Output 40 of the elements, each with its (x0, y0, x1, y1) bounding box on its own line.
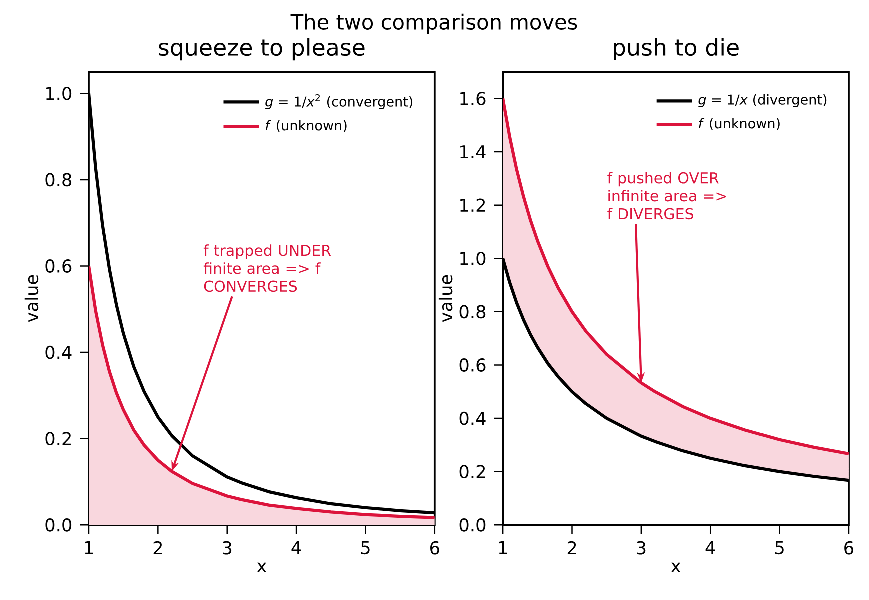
x-tick-label: 3 (223, 541, 232, 555)
y-tick-label: 0.4 (460, 412, 486, 426)
y-tick-label: 0.6 (46, 259, 72, 273)
y-tick-label: 0.4 (46, 346, 72, 360)
annotation: f pushed OVER infinite area => f DIVERGES (608, 172, 726, 220)
y-tick-label: 0.2 (460, 465, 486, 478)
y-tick-label: 1.4 (460, 146, 486, 158)
y-tick-label: 0.8 (46, 173, 72, 187)
legend-label: g = 1/x$^{2}$ (convergent) (265, 94, 413, 110)
x-tick-label: 5 (361, 541, 370, 554)
annotation: f trapped UNDER finite area => f CONVERGES (204, 244, 332, 292)
y-tick-label: 0.0 (46, 518, 72, 532)
y-tick-label: 1.0 (460, 252, 486, 266)
chart-title: squeeze to please (159, 38, 365, 60)
y-tick-label: 1.6 (460, 92, 486, 106)
y-axis-title: value (24, 275, 39, 322)
x-tick-label: 2 (568, 541, 576, 554)
x-axis-title: x (257, 562, 267, 572)
x-tick-label: 3 (637, 541, 646, 555)
y-axis-title: value (438, 275, 453, 322)
y-tick-label: 1.0 (46, 86, 72, 100)
y-tick-label: 0.8 (460, 305, 486, 319)
y-tick-label: 0.2 (46, 432, 71, 446)
x-axis-title: x (671, 562, 681, 572)
legend-label: g = 1/x (divergent) (698, 94, 827, 108)
x-tick-label: 6 (844, 541, 854, 555)
y-tick-label: 0.6 (460, 358, 486, 372)
legend-label: f (unknown) (266, 120, 347, 132)
x-tick-label: 5 (776, 541, 784, 554)
x-tick-label: 2 (154, 541, 162, 554)
y-tick-label: 1.2 (460, 198, 486, 212)
y-tick-label: 0.0 (460, 518, 486, 532)
legend-label: f (unknown) (699, 118, 780, 130)
x-tick-label: 1 (499, 541, 508, 554)
x-tick-label: 4 (292, 541, 302, 554)
x-tick-label: 4 (706, 541, 716, 554)
x-tick-label: 1 (85, 541, 93, 554)
x-tick-label: 6 (430, 541, 440, 555)
chart-title: push to die (614, 38, 739, 60)
text: The two comparison moves (290, 14, 578, 34)
